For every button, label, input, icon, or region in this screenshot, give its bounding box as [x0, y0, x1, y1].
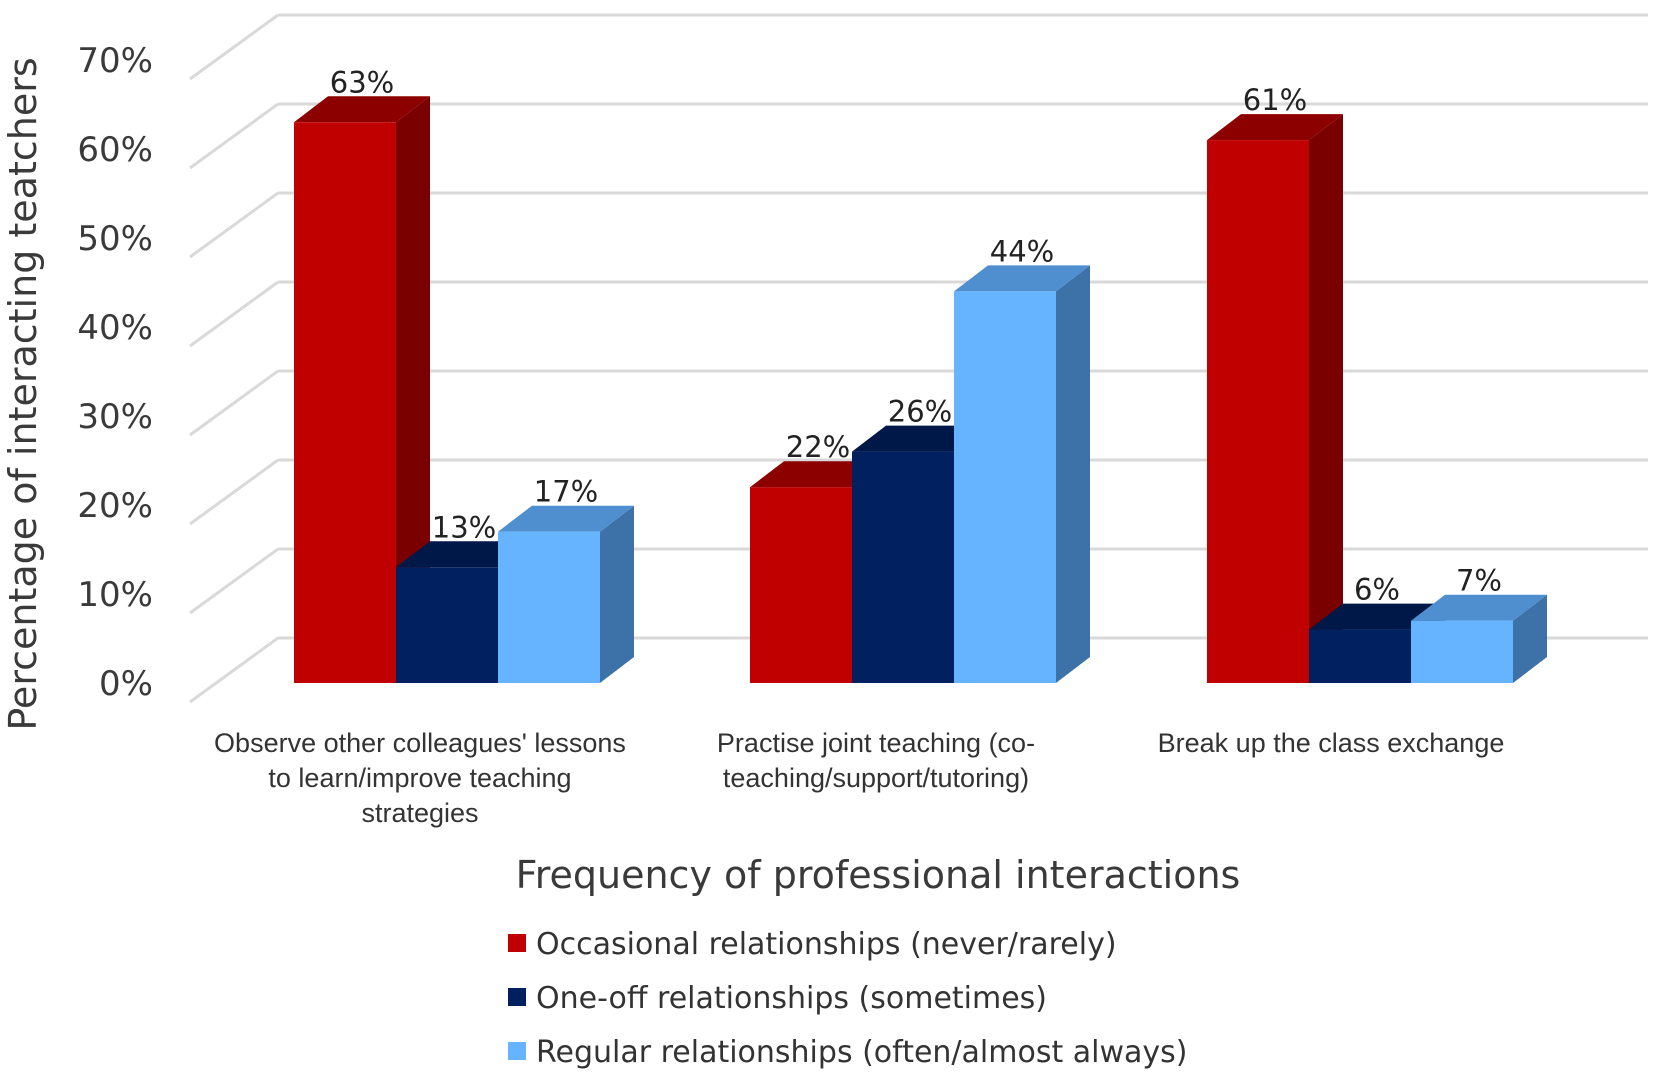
bar-front [852, 451, 954, 683]
bar-top [954, 265, 1090, 292]
y-tick-label: 60% [77, 130, 153, 170]
y-axis-title: Percentage of interacting teatchers [1, 57, 45, 730]
category-label: Practise joint teaching (co-teaching/sup… [717, 728, 1035, 793]
bar-side [1309, 114, 1343, 684]
y-tick-label: 30% [77, 397, 153, 437]
y-tick-label: 50% [77, 219, 153, 259]
y-tick-label: 70% [77, 41, 153, 81]
data-label: 17% [534, 475, 598, 509]
y-axis-ticks: 0% 10% 20% 30% 40% 50% 60% 70% [77, 41, 153, 704]
y-tick-label: 20% [77, 486, 153, 526]
data-label: 61% [1243, 83, 1307, 117]
bar [294, 96, 430, 684]
data-label: 63% [330, 65, 394, 99]
legend-label: One-off relationships (sometimes) [536, 981, 1047, 1016]
legend-item: One-off relationships (sometimes) [508, 981, 1047, 1016]
data-label: 13% [432, 510, 496, 544]
gridline-slant [189, 458, 279, 526]
data-label: 7% [1456, 564, 1502, 598]
legend-label: Regular relationships (often/almost alwa… [536, 1035, 1188, 1070]
data-label: 26% [888, 395, 952, 429]
bar-side [396, 96, 430, 684]
legend-swatch [508, 1042, 526, 1060]
bar-front [750, 487, 852, 683]
y-tick-label: 0% [99, 664, 153, 704]
bar [498, 505, 634, 683]
bar-side [1513, 594, 1547, 683]
legend-item: Regular relationships (often/almost alwa… [508, 1035, 1188, 1070]
bar-front [954, 291, 1056, 683]
bar-side [600, 505, 634, 683]
bar-top [294, 96, 430, 123]
gridline-slant [189, 369, 279, 437]
bar-front [1309, 629, 1411, 683]
gridline-slant [189, 280, 279, 348]
legend: Occasional relationships (never/rarely) O… [508, 927, 1188, 1070]
bar [954, 265, 1090, 683]
bar-top [1207, 114, 1343, 141]
bar-front [294, 122, 396, 684]
legend-item: Occasional relationships (never/rarely) [508, 927, 1117, 962]
bar [1411, 594, 1547, 683]
bar-front [1411, 620, 1513, 683]
bar-front [1207, 140, 1309, 684]
category-labels: Observe other colleagues' lessons to lear… [214, 728, 1504, 828]
legend-swatch [508, 934, 526, 952]
gridline-slant [189, 547, 279, 615]
legend-label: Occasional relationships (never/rarely) [536, 927, 1117, 962]
bar-top [498, 505, 634, 532]
bar-front [396, 567, 498, 683]
data-labels: 63% 13% 17% 22% 26% 44% 61% 6% 7% [330, 65, 1502, 606]
y-tick-label: 40% [77, 308, 153, 348]
data-label: 6% [1354, 573, 1400, 607]
gridline-slant [189, 191, 279, 259]
gridline-slant [189, 636, 279, 704]
gridline-slant [189, 13, 279, 81]
category-label: Observe other colleagues' lessons to lear… [214, 728, 626, 828]
data-label: 22% [786, 430, 850, 464]
data-label: 44% [990, 234, 1054, 268]
bar [1207, 114, 1343, 684]
gridline-slant [189, 102, 279, 170]
bars [294, 96, 1547, 684]
bar-top [1411, 594, 1547, 621]
legend-swatch [508, 988, 526, 1006]
category-label: Break up the class exchange [1158, 728, 1505, 758]
bar-front [498, 531, 600, 683]
x-axis-title: Frequency of professional interactions [516, 853, 1241, 897]
bar-side [1056, 265, 1090, 683]
y-tick-label: 10% [77, 575, 153, 615]
